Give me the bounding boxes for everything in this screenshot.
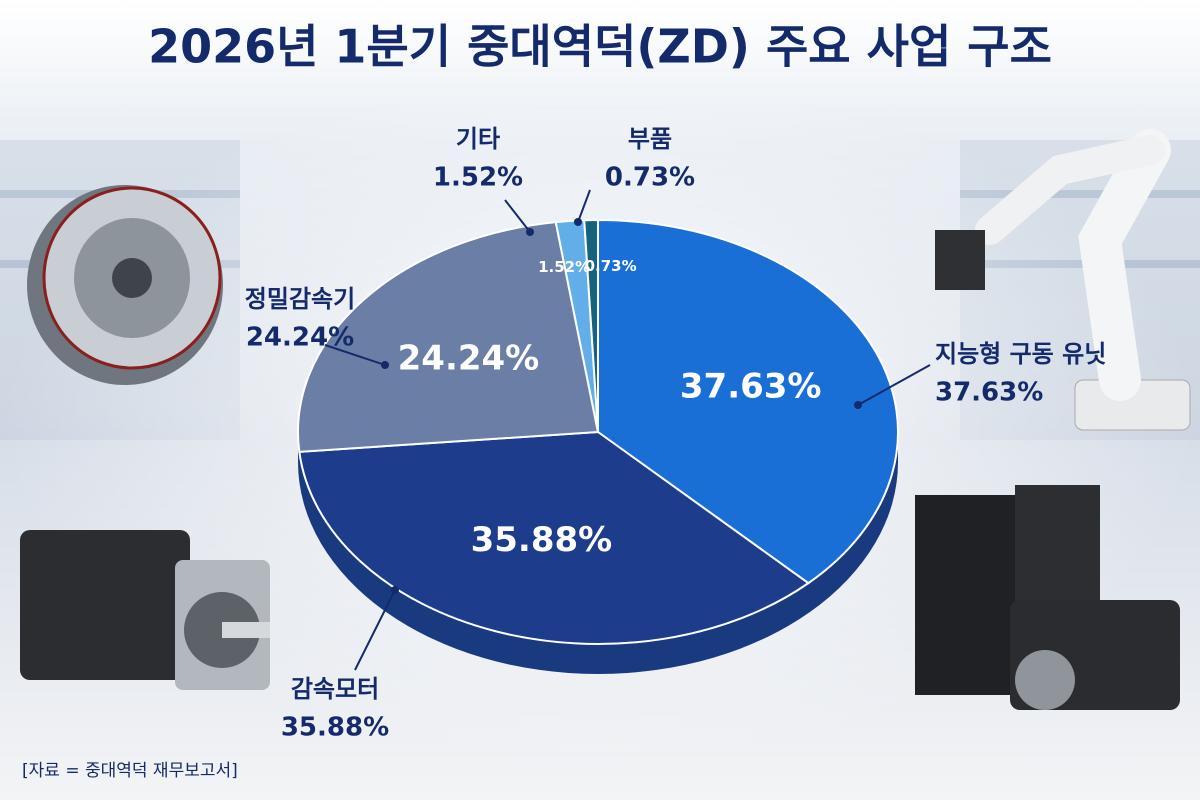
leader-line xyxy=(324,344,386,366)
pie-slice xyxy=(597,218,899,585)
chart-title: 2026년 1분기 중대역덕(ZD) 주요 사업 구조 xyxy=(148,20,1052,74)
pie-slice xyxy=(583,218,599,433)
servo-drive-illustration xyxy=(915,485,1180,710)
category-value-label: 1.52% xyxy=(433,163,523,193)
leader-line xyxy=(577,189,591,223)
pie xyxy=(297,218,899,674)
slice-value-label: 35.88% xyxy=(471,520,613,560)
leader-dot xyxy=(574,218,582,226)
category-value-label: 37.63% xyxy=(935,378,1043,408)
category-value-label: 24.24% xyxy=(246,323,354,353)
labels: 37.63%35.88%24.24%1.52%0.73%지능형 구동 유닛37.… xyxy=(245,125,1106,743)
leader-line xyxy=(354,589,396,671)
category-value-label: 0.73% xyxy=(605,163,695,193)
leader-dot xyxy=(391,586,399,594)
gear-motor-illustration xyxy=(20,530,270,690)
leader-line xyxy=(504,199,531,233)
pie-slice xyxy=(298,430,811,645)
pie-slice xyxy=(297,221,600,453)
category-label: 부품 xyxy=(628,125,672,153)
category-label: 지능형 구동 유닛 xyxy=(935,340,1106,368)
category-label: 기타 xyxy=(456,125,500,153)
leader-dot xyxy=(381,361,389,369)
robot-arm-illustration xyxy=(935,129,1191,431)
slice-value-label: 0.73% xyxy=(585,257,637,275)
category-label: 정밀감속기 xyxy=(245,285,355,313)
leader-line xyxy=(857,364,931,406)
category-value-label: 35.88% xyxy=(281,713,389,743)
gear-reducer-illustration xyxy=(27,185,223,385)
category-label: 감속모터 xyxy=(291,675,379,703)
leader-dot xyxy=(526,228,534,236)
slice-value-label: 1.52% xyxy=(538,258,590,276)
slice-value-label: 37.63% xyxy=(680,366,822,406)
slice-value-label: 24.24% xyxy=(398,338,540,378)
source-note: [자료 = 중대역덕 재무보고서] xyxy=(22,761,238,781)
leader-dot xyxy=(854,401,862,409)
